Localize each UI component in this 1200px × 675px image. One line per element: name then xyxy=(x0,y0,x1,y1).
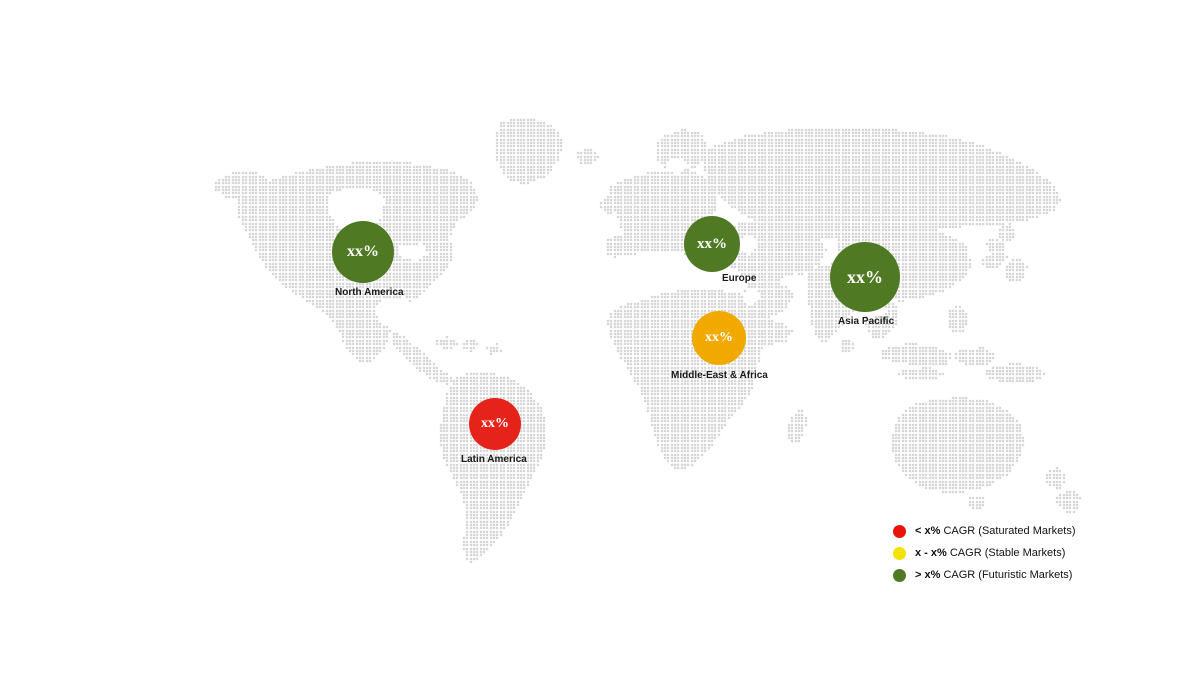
region-bubble-value: xx% xyxy=(347,243,379,260)
legend-label: < x% CAGR (Saturated Markets) xyxy=(915,525,1076,537)
legend-dot-futuristic-icon xyxy=(893,568,906,582)
legend-label-text: CAGR (Futuristic Markets) xyxy=(943,569,1073,581)
region-bubble-value: xx% xyxy=(697,235,727,252)
legend-label-text: CAGR (Stable Markets) xyxy=(949,547,1066,559)
region-bubble-value: xx% xyxy=(847,267,883,287)
legend-item-stable[interactable]: x - x% CAGR (Stable Markets) xyxy=(893,542,1076,564)
region-label-middle-east-africa: Middle-East & Africa xyxy=(671,370,768,381)
legend-dot-saturated-icon xyxy=(893,524,906,538)
legend-label: > x% CAGR (Futuristic Markets) xyxy=(915,569,1072,581)
legend: < x% CAGR (Saturated Markets) x - x% CAGR… xyxy=(893,520,1076,586)
legend-label-prefix: < x% xyxy=(915,525,941,537)
legend-label-prefix: > x% xyxy=(915,569,941,581)
region-bubble-latin-america[interactable]: xx% xyxy=(469,398,521,450)
region-label-asia-pacific: Asia Pacific xyxy=(838,316,895,327)
region-bubble-north-america[interactable]: xx% xyxy=(332,221,394,283)
region-bubble-asia-pacific[interactable]: xx% xyxy=(830,242,900,312)
region-bubble-value: xx% xyxy=(481,416,509,431)
legend-item-saturated[interactable]: < x% CAGR (Saturated Markets) xyxy=(893,520,1076,542)
legend-label-prefix: x - x% xyxy=(915,547,947,559)
legend-label: x - x% CAGR (Stable Markets) xyxy=(915,547,1065,559)
region-label-latin-america: Latin America xyxy=(461,454,527,465)
legend-item-futuristic[interactable]: > x% CAGR (Futuristic Markets) xyxy=(893,564,1076,586)
region-bubble-europe[interactable]: xx% xyxy=(684,216,740,272)
legend-dot-stable-icon xyxy=(893,546,906,560)
region-bubble-middle-east-africa[interactable]: xx% xyxy=(692,311,746,365)
region-bubble-value: xx% xyxy=(705,330,733,345)
legend-label-text: CAGR (Saturated Markets) xyxy=(943,525,1076,537)
region-label-europe: Europe xyxy=(722,273,757,284)
region-label-north-america: North America xyxy=(335,287,404,298)
